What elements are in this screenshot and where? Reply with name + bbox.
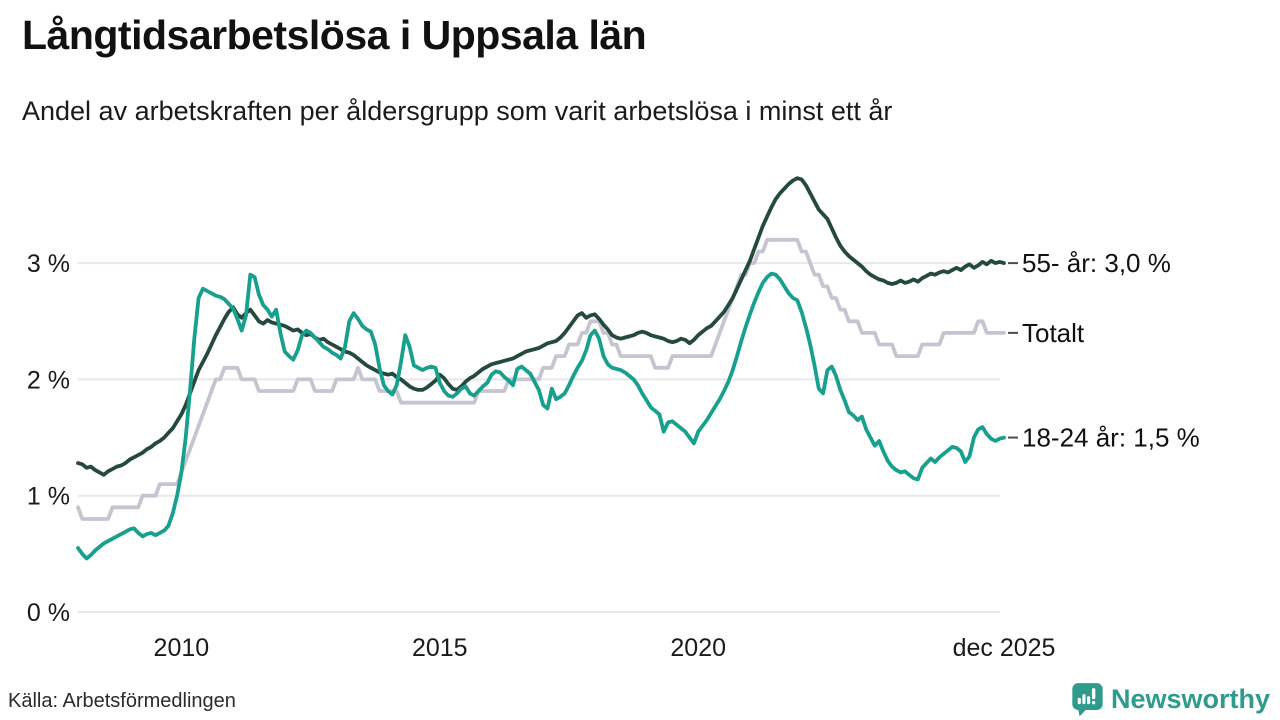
series-line-18-24 år: [76, 271, 1006, 561]
page-title: Långtidsarbetslösa i Uppsala län: [22, 12, 647, 58]
y-axis-tick-label: 3 %: [27, 250, 70, 278]
y-axis-tick-label: 2 %: [27, 366, 70, 394]
x-axis-tick-label: 2020: [670, 634, 726, 662]
y-axis-tick-label: 1 %: [27, 483, 70, 511]
newsworthy-logo-text: Newsworthy: [1110, 684, 1270, 714]
series-line-Totalt: [76, 237, 1006, 521]
x-axis-tick-label: 2015: [412, 634, 468, 662]
page-subtitle: Andel av arbetskraften per åldersgrupp s…: [22, 96, 893, 126]
x-axis-tick-label: dec 2025: [953, 634, 1056, 662]
newsworthy-logo[interactable]: Newsworthy: [1071, 682, 1270, 717]
source-note: Källa: Arbetsförmedlingen: [8, 690, 236, 712]
newsworthy-icon: [1071, 682, 1104, 717]
x-axis-tick-label: 2010: [154, 634, 210, 662]
series-end-label-Totalt: Totalt: [1022, 318, 1085, 348]
series-end-label-18-24 år: 18-24 år: 1,5 %: [1022, 423, 1200, 453]
y-axis-tick-label: 0 %: [27, 599, 70, 627]
series-end-label-55- år: 55- år: 3,0 %: [1022, 248, 1171, 278]
